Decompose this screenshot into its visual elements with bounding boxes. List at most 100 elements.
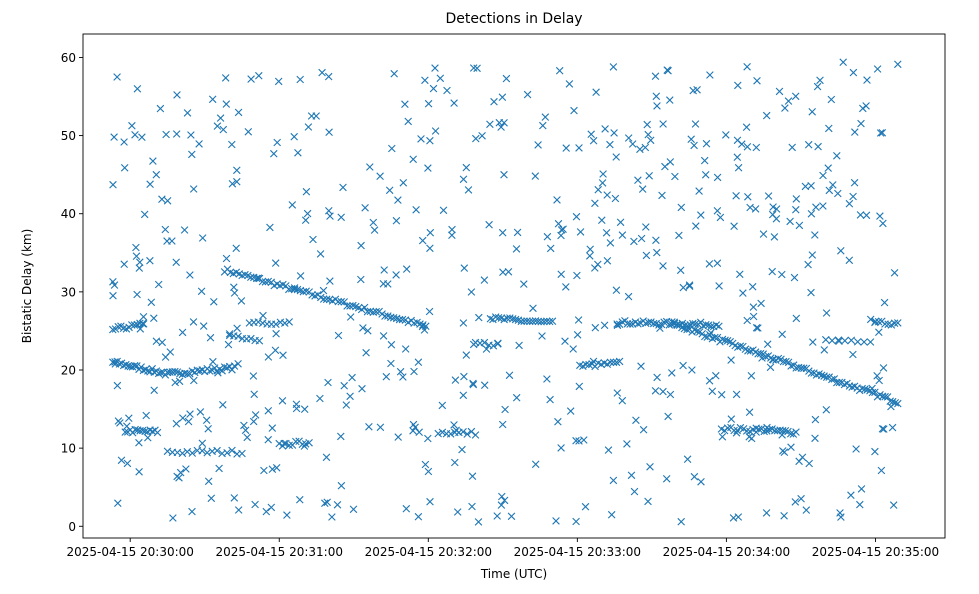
data-point [204,477,213,486]
data-point [343,302,351,310]
data-point [691,320,700,328]
data-point [216,114,225,122]
data-point [822,335,830,344]
x-axis: 2025-04-15 20:30:00 2025-04-15 20:31:00 20… [66,538,939,559]
data-point [135,468,143,476]
data-point [132,243,140,252]
data-point [546,395,554,404]
data-point [581,502,590,511]
data-point [219,401,227,409]
data-point [399,373,407,381]
data-point [140,210,149,219]
data-point [611,194,620,203]
data-point [561,337,569,345]
data-point [616,218,625,227]
x-tick-label: 2025-04-15 20:35:00 [812,545,939,559]
data-point [469,340,478,349]
data-point [615,357,624,366]
data-point [299,287,308,296]
data-point [153,428,162,437]
y-tick-label: 20 [61,364,76,378]
data-point [188,150,196,159]
data-point [739,289,747,297]
data-point [546,244,555,253]
data-point [189,318,198,326]
data-point [260,466,268,475]
data-point [180,226,189,234]
data-point [565,80,574,88]
data-point [866,338,875,346]
data-point [876,212,884,220]
data-point [292,404,301,413]
data-point [382,372,391,381]
data-point [357,275,365,284]
data-point [110,133,118,141]
data-point [464,186,473,194]
data-point [753,77,761,85]
data-point [835,337,843,345]
data-point [513,228,522,237]
data-point [788,143,796,152]
data-point [122,360,130,369]
data-point [573,331,582,339]
data-point [829,181,837,189]
data-point [738,140,746,148]
data-point [361,204,369,212]
data-point [658,191,666,200]
data-point [534,317,543,326]
data-point [410,367,418,376]
data-point [541,113,550,121]
data-point [149,157,157,165]
data-point [288,201,297,209]
data-point [861,385,869,393]
data-point [271,346,280,355]
data-point [607,510,616,519]
data-point [752,143,761,152]
data-point [328,513,336,521]
data-point [778,431,786,439]
data-point [337,432,345,441]
data-point [171,367,179,376]
data-point [480,276,489,284]
data-point [133,362,141,370]
data-point [252,274,261,283]
data-point [591,199,599,208]
data-point [576,228,585,236]
data-point [692,222,700,230]
data-point [613,321,622,330]
data-point [762,509,771,517]
data-point [743,63,751,71]
data-point [812,203,820,211]
data-point [637,362,645,370]
data-point [791,498,800,506]
data-point [749,312,758,321]
data-point [618,318,627,326]
data-point [183,369,192,378]
data-point [644,497,652,506]
data-point [300,442,309,450]
y-tick-label: 40 [61,207,76,221]
data-point [574,316,583,324]
data-point [598,216,606,224]
data-point [121,428,129,436]
data-point [135,438,143,447]
data-point [727,356,735,364]
data-point [324,72,333,81]
data-points [109,58,902,526]
data-point [294,149,302,157]
data-point [606,239,615,247]
data-point [223,449,231,457]
data-point [255,71,263,80]
data-point [689,86,697,95]
data-point [638,185,647,193]
y-tick-label: 60 [61,51,76,65]
data-point [243,433,251,442]
data-point [645,172,653,180]
data-point [702,320,710,329]
x-axis-label: Time (UTC) [480,567,547,581]
data-point [133,85,142,93]
data-point [570,106,578,115]
data-point [811,415,820,424]
data-point [285,285,293,294]
data-point [768,355,777,364]
